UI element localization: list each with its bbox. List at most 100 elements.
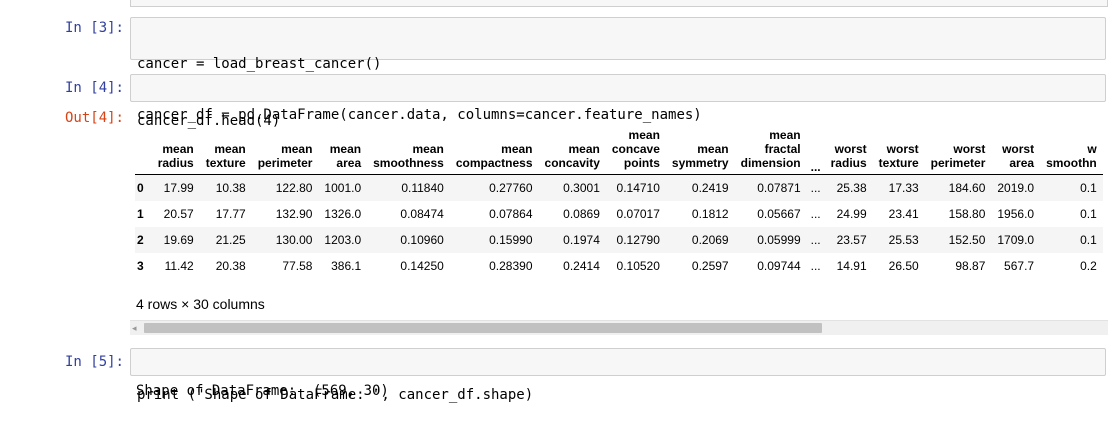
column-header-part: mean bbox=[628, 128, 660, 142]
dataframe-summary: 4 rows × 30 columns bbox=[136, 296, 265, 312]
column-header-part: texture bbox=[205, 156, 246, 170]
table-cell: 25.38 bbox=[836, 181, 867, 195]
table-cell: 0.2597 bbox=[691, 259, 729, 273]
table-cell: 0.1812 bbox=[691, 207, 729, 221]
table-cell: 386.1 bbox=[331, 259, 362, 273]
table-cell: 1203.0 bbox=[324, 233, 362, 247]
column-header: mean concavity bbox=[538, 128, 606, 175]
column-header: w smoothn bbox=[1040, 128, 1103, 175]
column-header: mean smoothness bbox=[367, 128, 450, 175]
table-cell: 19.69 bbox=[163, 233, 194, 247]
table-cell: 20.38 bbox=[215, 259, 246, 273]
column-header: mean concave points bbox=[605, 128, 666, 175]
column-header-part: compactness bbox=[455, 156, 533, 170]
horizontal-scrollbar[interactable]: ◂ bbox=[130, 320, 1108, 335]
column-header-part: concavity bbox=[544, 156, 600, 170]
table-cell: 0.07871 bbox=[757, 181, 801, 195]
column-header-part: perimeter bbox=[257, 156, 313, 170]
table-cell: 130.00 bbox=[275, 233, 313, 247]
table-cell: ... bbox=[810, 181, 821, 195]
dataframe-output: mean radius mean texture mean perimeter mean ar… bbox=[130, 116, 1108, 336]
row-index: 1 bbox=[137, 207, 144, 221]
table-cell: 0.08474 bbox=[400, 207, 444, 221]
table-cell: 158.80 bbox=[948, 207, 986, 221]
table-row: 1 20.57 17.77 132.90 1326.0 0.08474 0.07864 0.0… bbox=[135, 201, 1103, 227]
table-cell: 0.05999 bbox=[757, 233, 801, 247]
table-cell: 0.05667 bbox=[757, 207, 801, 221]
code-line: cancer_df.head(4) bbox=[137, 113, 281, 129]
column-header-part: smoothn bbox=[1046, 156, 1097, 170]
column-header-part: concave bbox=[611, 142, 660, 156]
table-cell: 0.10520 bbox=[616, 259, 660, 273]
table-row: 2 19.69 21.25 130.00 1203.0 0.10960 0.15990 0.1… bbox=[135, 227, 1103, 253]
column-header-part: perimeter bbox=[930, 156, 986, 170]
table-cell: 122.80 bbox=[275, 181, 313, 195]
code-line: print ("Shape of DataFrame: ", cancer_df… bbox=[137, 387, 534, 403]
column-header-part: worst bbox=[886, 142, 919, 156]
code-line: cancer = load_breast_cancer() bbox=[137, 56, 382, 72]
table-cell: ... bbox=[810, 233, 821, 247]
table-cell: 0.27760 bbox=[489, 181, 533, 195]
column-header-part: radius bbox=[830, 156, 867, 170]
column-header-part: symmetry bbox=[671, 156, 729, 170]
column-header-part: dimension bbox=[740, 156, 801, 170]
table-cell: 77.58 bbox=[282, 259, 313, 273]
table-cell: 14.91 bbox=[836, 259, 867, 273]
table-cell: 0.3001 bbox=[563, 181, 600, 195]
table-cell: 98.87 bbox=[955, 259, 986, 273]
column-header-part: mean bbox=[329, 142, 362, 156]
table-cell: ... bbox=[810, 259, 821, 273]
table-cell: 17.99 bbox=[163, 181, 194, 195]
table-cell: 152.50 bbox=[948, 233, 986, 247]
table-cell: 0.1 bbox=[1080, 207, 1097, 221]
column-header: mean symmetry bbox=[665, 128, 735, 175]
column-header: worst texture bbox=[872, 128, 925, 175]
scroll-left-icon[interactable]: ◂ bbox=[132, 323, 137, 333]
cell-3-prompt: In [3]: bbox=[64, 20, 124, 36]
table-cell: 0.2069 bbox=[691, 233, 729, 247]
column-header-part: mean bbox=[501, 142, 533, 156]
code-line: cancer_df = pd.DataFrame(cancer.data, co… bbox=[137, 107, 702, 123]
table-cell: 0.28390 bbox=[489, 259, 533, 273]
column-header: worst perimeter bbox=[924, 128, 992, 175]
column-header: mean area bbox=[318, 128, 368, 175]
column-header: mean compactness bbox=[449, 128, 539, 175]
table-cell: 0.15990 bbox=[489, 233, 533, 247]
column-header-part: worst bbox=[834, 142, 867, 156]
table-cell: 0.2 bbox=[1080, 259, 1097, 273]
scrollbar-thumb[interactable] bbox=[144, 323, 822, 333]
column-header: worst area bbox=[991, 128, 1041, 175]
table-cell: 0.0869 bbox=[563, 207, 600, 221]
column-header-part: area bbox=[1009, 156, 1035, 170]
column-header-part: radius bbox=[157, 156, 194, 170]
column-header-part: area bbox=[336, 156, 362, 170]
table-cell: 132.90 bbox=[275, 207, 313, 221]
column-header-part: worst bbox=[953, 142, 986, 156]
table-cell: 0.2419 bbox=[691, 181, 729, 195]
column-header-part: mean bbox=[162, 142, 194, 156]
column-header-part: mean bbox=[412, 142, 444, 156]
table-cell: 23.57 bbox=[836, 233, 867, 247]
table-cell: 0.10960 bbox=[400, 233, 444, 247]
table-cell: 0.09744 bbox=[757, 259, 801, 273]
table-cell: 24.99 bbox=[836, 207, 867, 221]
cell-3-input[interactable]: cancer = load_breast_cancer() cancer_df … bbox=[130, 17, 1106, 123]
column-header-part: mean bbox=[214, 142, 246, 156]
column-header: ... bbox=[806, 128, 825, 175]
cell-5-input[interactable]: print ("Shape of DataFrame: ", cancer_df… bbox=[130, 348, 1106, 403]
column-header-part: fractal bbox=[764, 142, 801, 156]
column-header: worst radius bbox=[824, 128, 873, 175]
table-cell: 184.60 bbox=[948, 181, 986, 195]
column-header-part: worst bbox=[1002, 142, 1035, 156]
table-cell: 0.07864 bbox=[489, 207, 533, 221]
previous-cell-bottom bbox=[130, 0, 1108, 7]
table-cell: 1326.0 bbox=[324, 207, 362, 221]
column-header: mean fractal dimension bbox=[734, 128, 807, 175]
table-cell: 1709.0 bbox=[997, 233, 1035, 247]
table-cell: 0.1974 bbox=[563, 233, 600, 247]
column-header-part: texture bbox=[878, 156, 919, 170]
cell-4-input[interactable]: cancer_df.head(4) bbox=[130, 74, 1106, 129]
column-header-part: w bbox=[1087, 142, 1097, 156]
column-header-part: mean bbox=[697, 142, 729, 156]
table-cell: 17.33 bbox=[888, 181, 919, 195]
